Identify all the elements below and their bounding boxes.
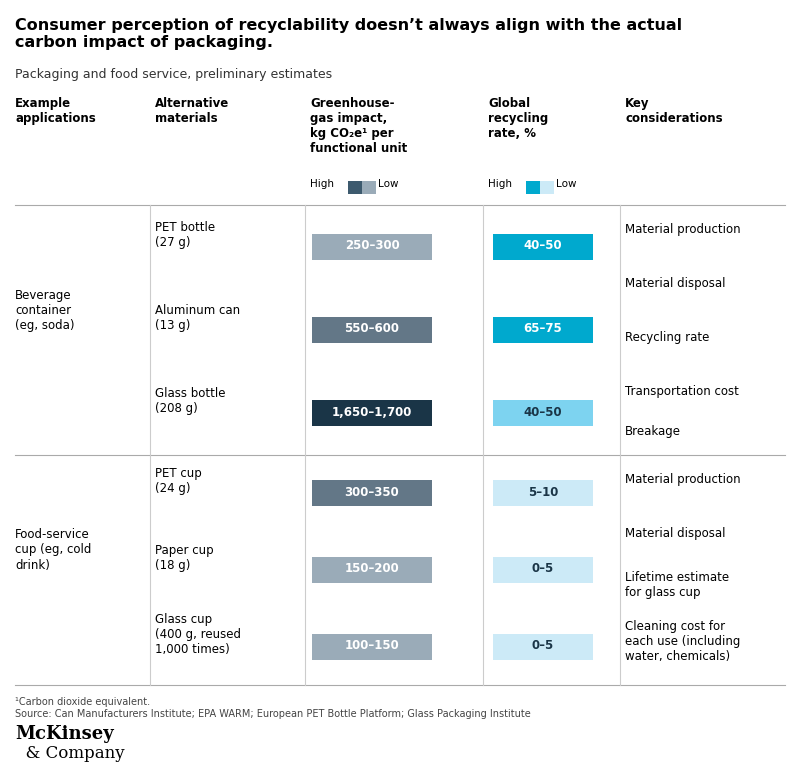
Text: 100–150: 100–150	[345, 639, 399, 652]
Text: 550–600: 550–600	[345, 323, 399, 336]
Text: Transportation cost: Transportation cost	[625, 385, 739, 398]
Text: PET bottle
(27 g): PET bottle (27 g)	[155, 221, 215, 249]
Text: Consumer perception of recyclability doesn’t always align with the actual: Consumer perception of recyclability doe…	[15, 18, 682, 33]
Text: 150–200: 150–200	[345, 563, 399, 575]
Text: Material production: Material production	[625, 223, 741, 236]
Text: Food-service
cup (eg, cold
drink): Food-service cup (eg, cold drink)	[15, 528, 91, 571]
Text: Packaging and food service, preliminary estimates: Packaging and food service, preliminary …	[15, 68, 332, 81]
Bar	[348, 181, 362, 194]
Text: Low: Low	[556, 179, 577, 189]
Text: & Company: & Company	[15, 745, 125, 762]
Bar	[540, 181, 554, 194]
Text: 300–350: 300–350	[345, 486, 399, 499]
Text: Material disposal: Material disposal	[625, 277, 726, 290]
Bar	[493, 634, 593, 660]
Text: Recycling rate: Recycling rate	[625, 331, 710, 344]
Bar	[312, 233, 432, 259]
Text: Breakage: Breakage	[625, 425, 681, 438]
Text: 0–5: 0–5	[532, 639, 554, 652]
Text: High: High	[488, 179, 512, 189]
Text: Source: Can Manufacturers Institute; EPA WARM; European PET Bottle Platform; Gla: Source: Can Manufacturers Institute; EPA…	[15, 709, 530, 719]
Bar	[493, 233, 593, 259]
Text: Material disposal: Material disposal	[625, 527, 726, 540]
Text: 5–10: 5–10	[528, 486, 558, 499]
Text: Key
considerations: Key considerations	[625, 97, 722, 125]
Text: PET cup
(24 g): PET cup (24 g)	[155, 467, 202, 495]
Text: 1,650–1,700: 1,650–1,700	[332, 406, 412, 419]
Text: McKinsey: McKinsey	[15, 725, 114, 743]
Text: Beverage
container
(eg, soda): Beverage container (eg, soda)	[15, 289, 74, 332]
Text: 40–50: 40–50	[524, 239, 562, 252]
Bar	[312, 400, 432, 427]
Bar	[493, 400, 593, 427]
Text: Lifetime estimate
for glass cup: Lifetime estimate for glass cup	[625, 571, 729, 599]
Bar	[312, 557, 432, 583]
Text: ¹Carbon dioxide equivalent.: ¹Carbon dioxide equivalent.	[15, 697, 150, 707]
Bar	[312, 317, 432, 343]
Text: carbon impact of packaging.: carbon impact of packaging.	[15, 35, 273, 50]
Text: 65–75: 65–75	[524, 323, 562, 336]
Text: Cleaning cost for
each use (including
water, chemicals): Cleaning cost for each use (including wa…	[625, 620, 740, 663]
Text: Glass cup
(400 g, reused
1,000 times): Glass cup (400 g, reused 1,000 times)	[155, 613, 241, 656]
Text: Greenhouse-
gas impact,
kg CO₂e¹ per
functional unit: Greenhouse- gas impact, kg CO₂e¹ per fun…	[310, 97, 407, 155]
Bar	[312, 480, 432, 507]
Bar	[312, 634, 432, 660]
Text: Example
applications: Example applications	[15, 97, 96, 125]
Bar	[493, 317, 593, 343]
Bar	[526, 181, 540, 194]
Text: Aluminum can
(13 g): Aluminum can (13 g)	[155, 304, 240, 332]
Text: Alternative
materials: Alternative materials	[155, 97, 230, 125]
Text: 0–5: 0–5	[532, 563, 554, 575]
Text: Glass bottle
(208 g): Glass bottle (208 g)	[155, 387, 226, 415]
Bar	[362, 181, 376, 194]
Text: 250–300: 250–300	[345, 239, 399, 252]
Text: High: High	[310, 179, 334, 189]
Bar	[493, 480, 593, 507]
Bar	[493, 557, 593, 583]
Text: 40–50: 40–50	[524, 406, 562, 419]
Text: Paper cup
(18 g): Paper cup (18 g)	[155, 544, 214, 572]
Text: Global
recycling
rate, %: Global recycling rate, %	[488, 97, 548, 140]
Text: Material production: Material production	[625, 473, 741, 486]
Text: Low: Low	[378, 179, 398, 189]
